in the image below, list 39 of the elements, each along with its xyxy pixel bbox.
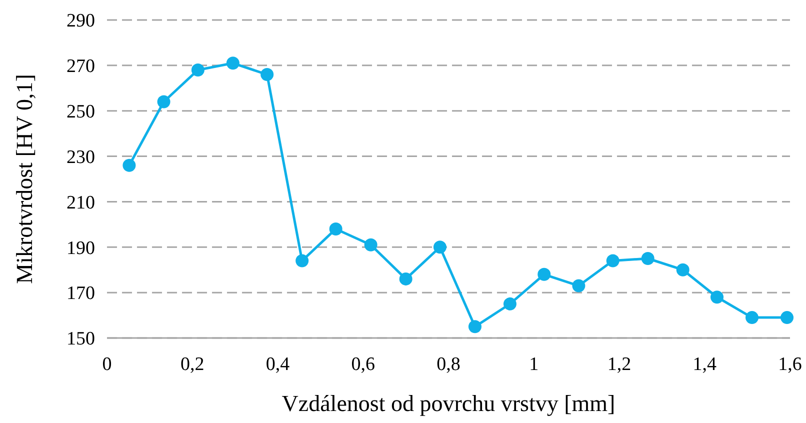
point — [122, 158, 136, 172]
point — [226, 56, 240, 70]
point — [746, 311, 759, 324]
point — [676, 263, 690, 276]
point — [710, 290, 724, 304]
point — [606, 254, 620, 268]
y-tick-label: 250 — [66, 102, 95, 123]
y-tick-label: 170 — [66, 283, 95, 304]
y-tick-label: 210 — [66, 192, 95, 214]
x-tick-label: 0,8 — [436, 354, 460, 375]
x-tick-label: 0 — [102, 354, 112, 375]
y-axis-title: Mikrotvrdost [HV 0,1] — [12, 74, 37, 284]
x-tick-label: 0,2 — [180, 354, 204, 375]
x-axis-title: Vzdálenost od povrchu vrstvy [mm] — [282, 391, 616, 416]
point — [780, 311, 794, 324]
x-tick-label: 1 — [529, 354, 539, 375]
point — [433, 240, 446, 254]
point — [296, 254, 309, 268]
point — [260, 68, 274, 82]
x-tick-label: 1,4 — [692, 354, 717, 375]
point — [364, 238, 378, 252]
point — [538, 268, 551, 281]
y-tick-label: 230 — [66, 146, 95, 168]
point — [641, 252, 654, 265]
point — [503, 297, 516, 310]
x-tick-label: 1,6 — [778, 354, 802, 375]
y-tick-label: 190 — [66, 238, 95, 259]
y-tick-label: 270 — [66, 56, 95, 78]
y-tick-label: 290 — [66, 10, 95, 32]
point — [191, 63, 204, 76]
point — [572, 279, 586, 292]
y-tick-label: 150 — [66, 328, 95, 350]
x-tick-label: 0,4 — [266, 354, 290, 375]
point — [399, 272, 412, 286]
point — [329, 222, 342, 236]
point — [468, 320, 482, 334]
point — [157, 95, 170, 108]
x-tick-label: 1,2 — [607, 354, 632, 375]
x-tick-label: 0,6 — [351, 354, 375, 375]
